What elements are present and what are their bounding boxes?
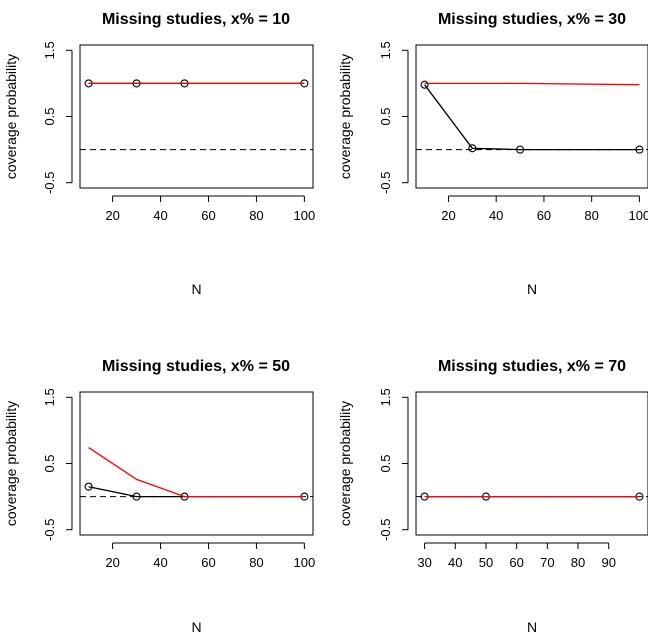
series-line-black xyxy=(424,84,640,151)
y-tick-label: -0.5 xyxy=(378,519,393,541)
data-point xyxy=(420,80,429,89)
x-tick-label: 40 xyxy=(448,555,462,570)
y-tick-label: 0.5 xyxy=(42,454,57,472)
x-tick-label: 80 xyxy=(249,555,263,570)
x-tick-label: 100 xyxy=(294,208,316,223)
y-axis-label: coverage probability xyxy=(3,54,19,179)
x-tick-label: 60 xyxy=(509,555,523,570)
chart-title: Missing studies, x% = 30 xyxy=(438,11,626,28)
chart-title: Missing studies, x% = 70 xyxy=(438,358,626,375)
x-tick-label: 20 xyxy=(105,208,119,223)
x-tick-label: 80 xyxy=(249,208,263,223)
x-tick-label: 60 xyxy=(201,208,215,223)
x-tick-label: 40 xyxy=(153,555,167,570)
x-axis-label: N xyxy=(527,619,537,635)
x-tick-label: 60 xyxy=(201,555,215,570)
y-tick-label: 1.5 xyxy=(378,41,393,59)
x-tick-label: 70 xyxy=(540,555,554,570)
x-tick-label: 80 xyxy=(584,208,598,223)
y-tick-label: 1.5 xyxy=(42,41,57,59)
y-tick-label: 0.5 xyxy=(378,107,393,125)
x-axis-label: N xyxy=(527,281,537,297)
x-tick-label: 40 xyxy=(153,208,167,223)
y-tick-label: 1.5 xyxy=(42,388,57,406)
data-point xyxy=(516,145,525,154)
y-axis-label: coverage probability xyxy=(337,54,353,179)
y-tick-label: 0.5 xyxy=(42,107,57,125)
y-tick-label: 0.5 xyxy=(378,454,393,472)
x-tick-label: 40 xyxy=(489,208,503,223)
x-tick-label: 100 xyxy=(629,208,648,223)
chart-title: Missing studies, x% = 50 xyxy=(102,358,290,375)
series-line-red xyxy=(88,447,305,498)
x-tick-label: 80 xyxy=(571,555,585,570)
data-point xyxy=(635,145,644,154)
x-tick-label: 20 xyxy=(105,555,119,570)
x-tick-label: 100 xyxy=(294,555,316,570)
x-tick-label: 20 xyxy=(441,208,455,223)
y-tick-label: -0.5 xyxy=(42,519,57,541)
plot-frame xyxy=(79,44,314,189)
x-tick-label: 30 xyxy=(417,555,431,570)
y-axis-label: coverage probability xyxy=(3,401,19,526)
chart-title: Missing studies, x% = 10 xyxy=(102,11,290,28)
x-axis-label: N xyxy=(191,619,201,635)
plot-frame xyxy=(415,391,648,536)
series-line-red xyxy=(424,82,640,86)
x-tick-label: 90 xyxy=(601,555,615,570)
x-axis-label: N xyxy=(191,281,201,297)
y-tick-label: -0.5 xyxy=(378,172,393,194)
x-tick-label: 50 xyxy=(479,555,493,570)
data-point xyxy=(132,492,141,501)
x-tick-label: 60 xyxy=(537,208,551,223)
data-point xyxy=(468,144,477,153)
data-point xyxy=(84,482,93,491)
y-tick-label: 1.5 xyxy=(378,388,393,406)
plot-frame xyxy=(79,391,314,536)
plot-frame xyxy=(415,44,648,189)
y-tick-label: -0.5 xyxy=(42,172,57,194)
y-axis-label: coverage probability xyxy=(337,401,353,526)
series-line-black xyxy=(88,486,305,498)
